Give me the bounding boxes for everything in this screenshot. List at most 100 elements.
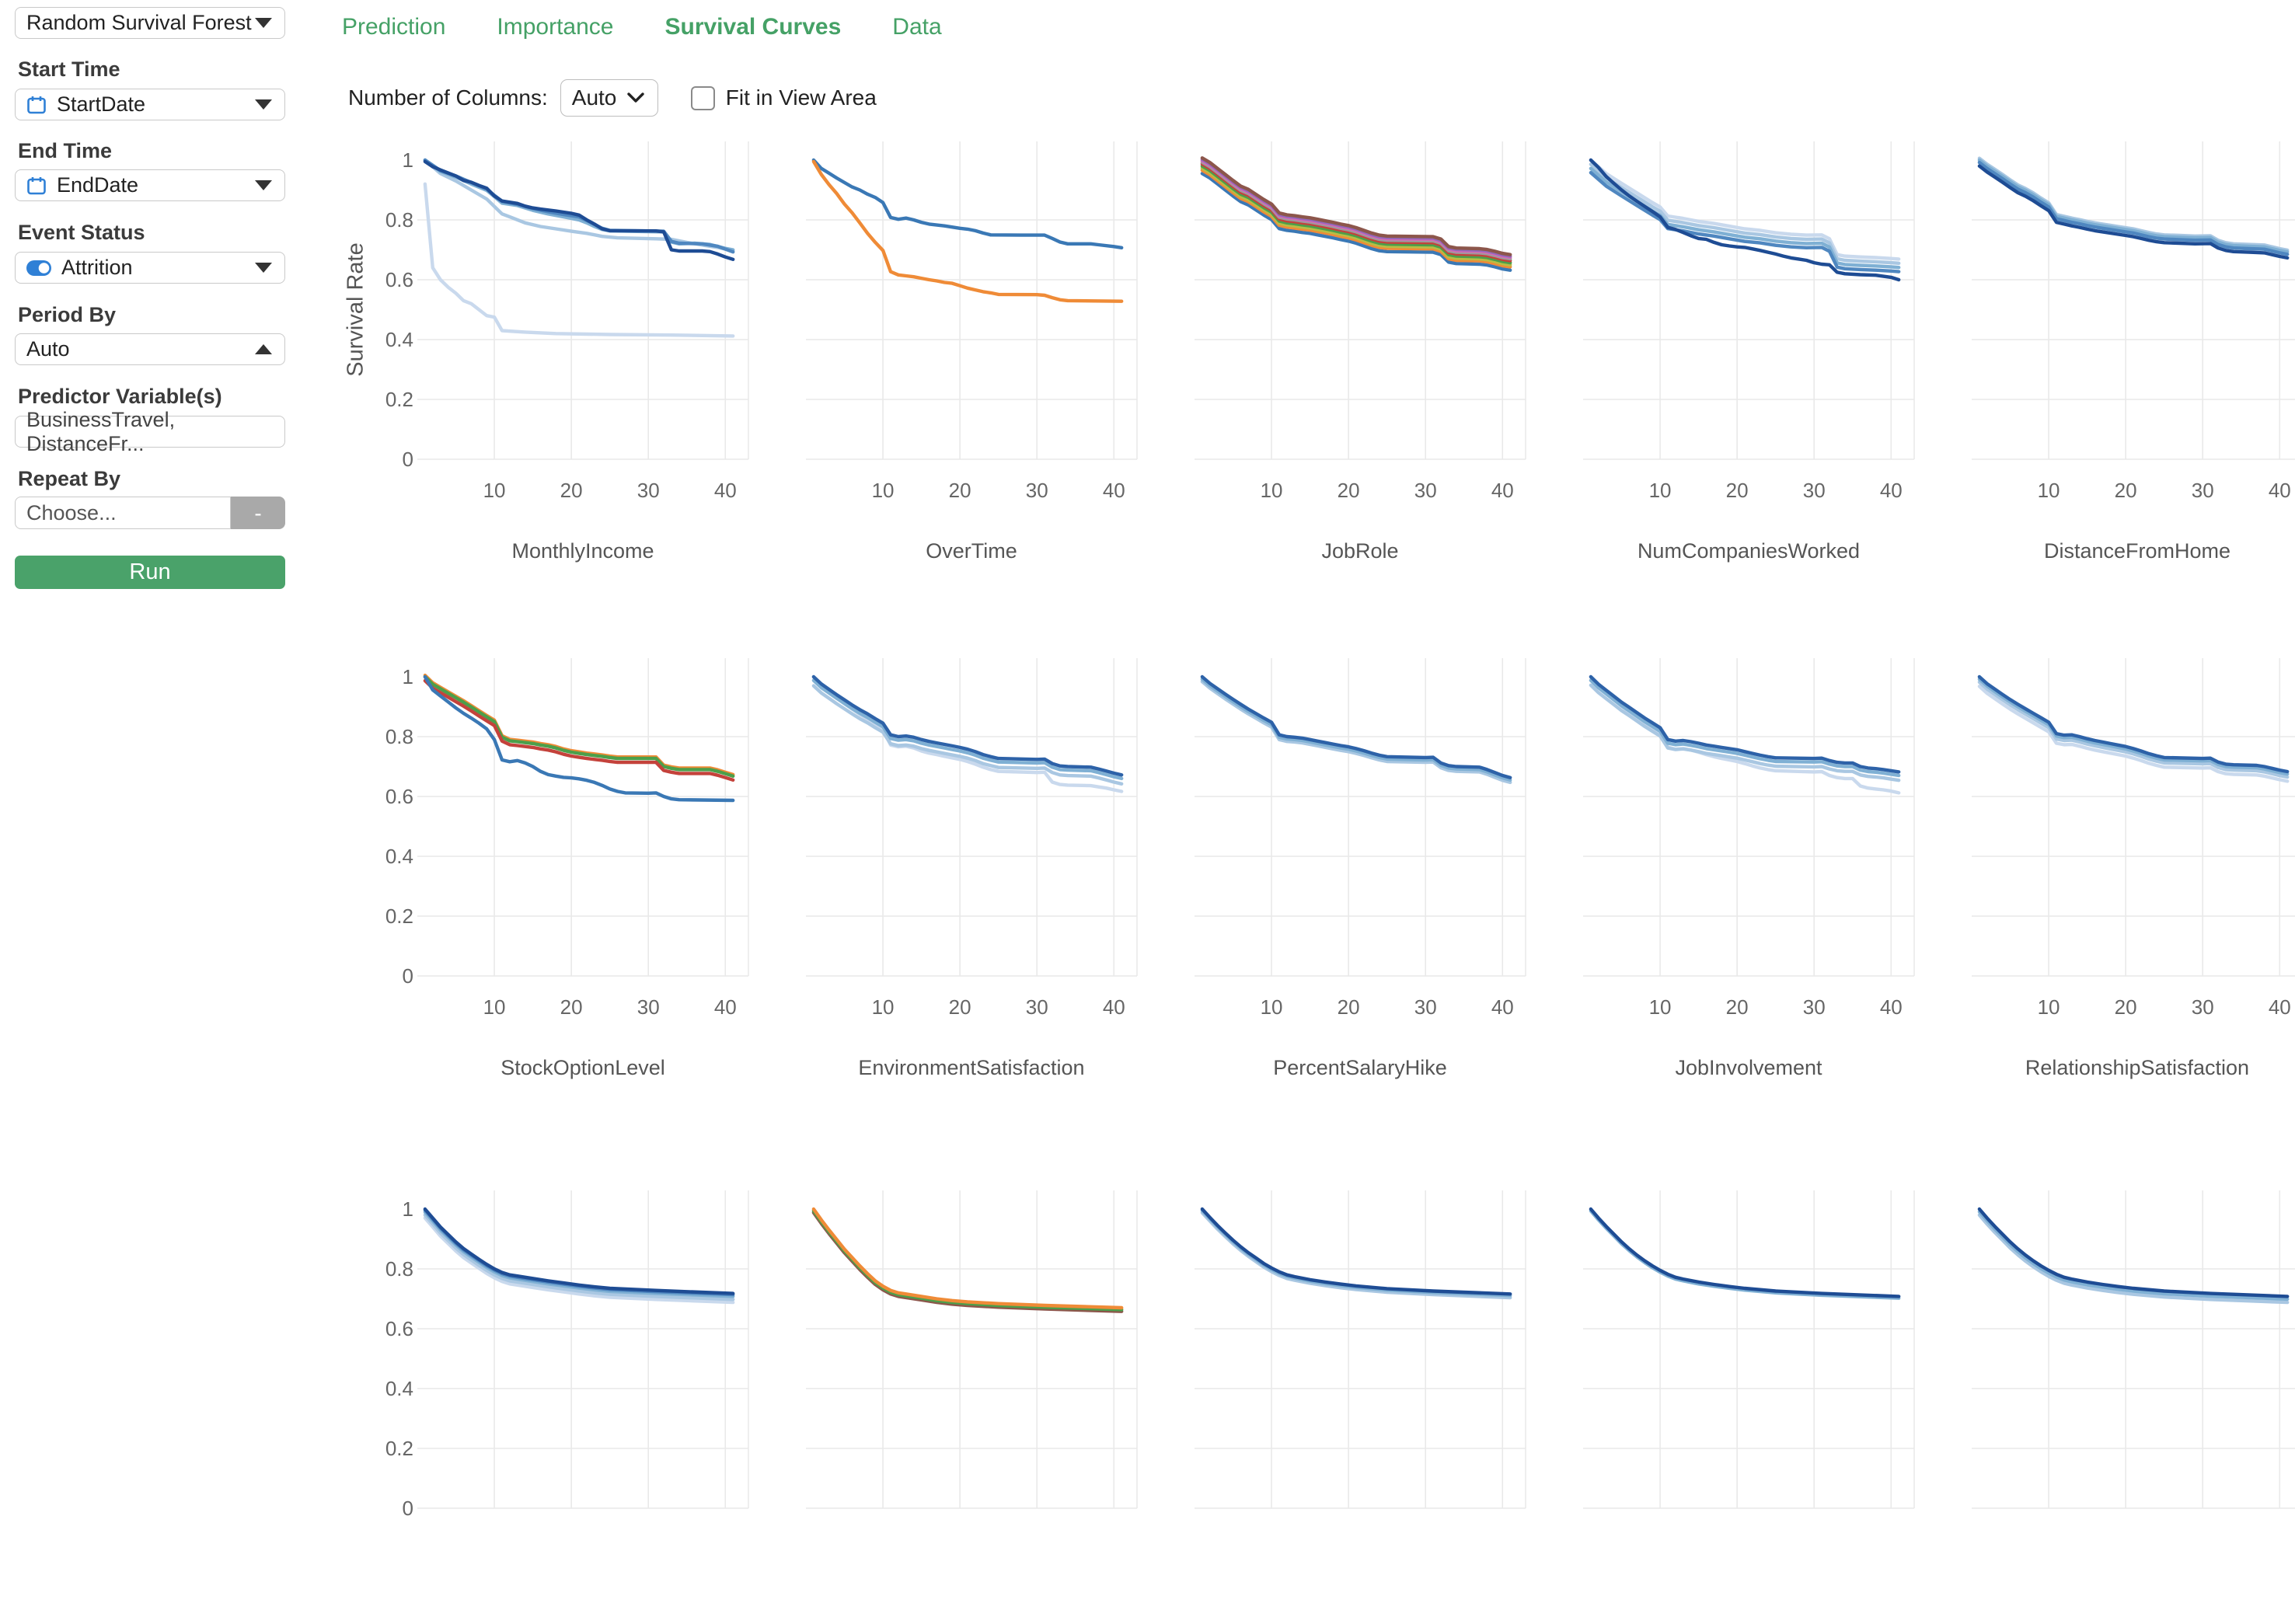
survival-curve: [1589, 683, 1901, 782]
chart-title: RelationshipSatisfaction: [2025, 1056, 2249, 1079]
survival-chart-row3-col2[interactable]: [806, 1181, 1143, 1624]
y-tick-label: 0.6: [385, 785, 413, 808]
predictor-variables-input[interactable]: BusinessTravel, DistanceFr...: [15, 408, 285, 455]
chevron-up-icon: [255, 344, 272, 354]
y-tick-label: 0.4: [385, 1377, 413, 1400]
number-of-columns-value: Auto: [571, 85, 617, 110]
x-tick-label: 20: [949, 479, 971, 502]
x-tick-label: 10: [872, 479, 895, 502]
x-tick-label: 40: [1103, 479, 1125, 502]
survival-curve: [423, 158, 735, 253]
x-tick-label: 30: [1414, 479, 1437, 502]
survival-curve: [1200, 680, 1512, 785]
chart-title: StockOptionLevel: [501, 1056, 665, 1079]
survival-chart-StockOptionLevel[interactable]: 10 20 30 40 StockOptionLevel: [417, 649, 755, 1092]
x-tick-label: 30: [2192, 479, 2214, 502]
x-tick-label: 20: [1338, 479, 1360, 502]
start-time-label: Start Time: [18, 58, 120, 81]
event-status-label: Event Status: [18, 221, 145, 244]
chart-title: DistanceFromHome: [2044, 539, 2230, 563]
chart-title: JobInvolvement: [1675, 1056, 1822, 1079]
survival-curve: [1200, 168, 1512, 269]
survival-curve: [1977, 685, 2290, 783]
model-select-value: Random Survival Forest: [26, 11, 252, 34]
x-tick-label: 30: [1414, 995, 1437, 1019]
number-of-columns-select[interactable]: Auto: [560, 79, 658, 117]
chart-title: EnvironmentSatisfaction: [858, 1056, 1084, 1079]
repeat-by-label: Repeat By: [18, 467, 121, 490]
survival-curve: [1589, 166, 1901, 270]
start-time-select[interactable]: StartDate: [15, 89, 285, 120]
end-time-select[interactable]: EndDate: [15, 169, 285, 201]
number-of-columns-label: Number of Columns:: [348, 85, 548, 110]
survival-chart-JobRole[interactable]: 10 20 30 40 JobRole: [1195, 132, 1532, 575]
tab-importance[interactable]: Importance: [497, 14, 614, 40]
period-by-select[interactable]: Auto: [15, 333, 285, 365]
survival-chart-row3-col5[interactable]: [1972, 1181, 2295, 1624]
tab-survival-curves[interactable]: Survival Curves: [664, 14, 842, 40]
survival-curve: [1200, 674, 1512, 779]
x-tick-label: 30: [1026, 995, 1048, 1019]
survival-chart-row3-col1[interactable]: [417, 1181, 755, 1624]
survival-curve: [423, 158, 735, 252]
chevron-down-icon: [255, 18, 272, 28]
x-tick-label: 30: [637, 995, 660, 1019]
survival-chart-NumCompaniesWorked[interactable]: 10 20 30 40 NumCompaniesWorked: [1583, 132, 1920, 575]
x-tick-label: 20: [1338, 995, 1360, 1019]
survival-curve: [423, 674, 735, 803]
chart-title: PercentSalaryHike: [1273, 1056, 1447, 1079]
x-tick-label: 10: [1649, 995, 1672, 1019]
x-tick-label: 40: [2269, 995, 2291, 1019]
remove-repeat-button[interactable]: -: [231, 497, 285, 529]
tab-bar: Prediction Importance Survival Curves Da…: [342, 14, 942, 40]
sidebar: Random Survival Forest Start Time StartD…: [0, 0, 319, 1277]
survival-chart-OverTime[interactable]: 10 20 30 40 OverTime: [806, 132, 1143, 575]
x-tick-label: 20: [560, 995, 583, 1019]
survival-curve: [423, 182, 735, 338]
survival-curve: [1589, 158, 1901, 261]
survival-curve: [811, 158, 1124, 250]
chevron-down-icon: [627, 92, 645, 103]
y-tick-label: 0.8: [385, 208, 413, 232]
survival-curve: [811, 678, 1124, 781]
survival-chart-RelationshipSatisfaction[interactable]: 10 20 30 40 RelationshipSatisfaction: [1972, 649, 2295, 1092]
y-tick-label: 0: [402, 964, 413, 988]
survival-chart-JobInvolvement[interactable]: 10 20 30 40 JobInvolvement: [1583, 649, 1920, 1092]
y-tick-label: 1: [402, 665, 413, 688]
survival-chart-DistanceFromHome[interactable]: 10 20 30 40 DistanceFromHome: [1972, 132, 2295, 575]
x-tick-label: 30: [1803, 479, 1826, 502]
x-tick-label: 40: [1880, 479, 1903, 502]
y-tick-label: 0.8: [385, 1257, 413, 1281]
model-select[interactable]: Random Survival Forest: [15, 7, 285, 39]
y-tick-label: 0.6: [385, 1317, 413, 1340]
tab-prediction[interactable]: Prediction: [342, 14, 446, 40]
survival-curve: [1589, 1207, 1901, 1298]
fit-in-view-label: Fit in View Area: [725, 85, 877, 110]
fit-in-view-checkbox[interactable]: [690, 85, 715, 110]
event-status-select[interactable]: Attrition: [15, 252, 285, 284]
survival-chart-row3-col4[interactable]: [1583, 1181, 1920, 1624]
x-tick-label: 40: [714, 995, 737, 1019]
chart-title: MonthlyIncome: [511, 539, 654, 563]
survival-curve: [811, 684, 1124, 786]
x-tick-label: 40: [714, 479, 737, 502]
survival-chart-row3-col3[interactable]: [1195, 1181, 1532, 1624]
x-tick-label: 20: [2115, 479, 2137, 502]
period-by-value: Auto: [26, 337, 70, 361]
event-status-value: Attrition: [61, 256, 133, 279]
run-button[interactable]: Run: [15, 556, 285, 589]
charts-toolbar: Number of Columns: Auto Fit in View Area: [348, 79, 877, 117]
survival-curve: [1589, 158, 1901, 282]
survival-chart-PercentSalaryHike[interactable]: 10 20 30 40 PercentSalaryHike: [1195, 649, 1532, 1092]
x-tick-label: 20: [2115, 995, 2137, 1019]
x-tick-label: 20: [1726, 479, 1749, 502]
survival-curve: [423, 1207, 735, 1295]
survival-chart-EnvironmentSatisfaction[interactable]: 10 20 30 40 EnvironmentSatisfaction: [806, 649, 1143, 1092]
survival-chart-MonthlyIncome[interactable]: 10 20 30 40 MonthlyIncome: [417, 132, 755, 575]
tab-data[interactable]: Data: [892, 14, 942, 40]
survival-curve: [423, 674, 735, 779]
x-tick-label: 10: [1261, 479, 1283, 502]
survival-curve: [1200, 1207, 1512, 1296]
repeat-by-input[interactable]: Choose...: [15, 497, 231, 529]
y-tick-label: 0: [402, 448, 413, 471]
